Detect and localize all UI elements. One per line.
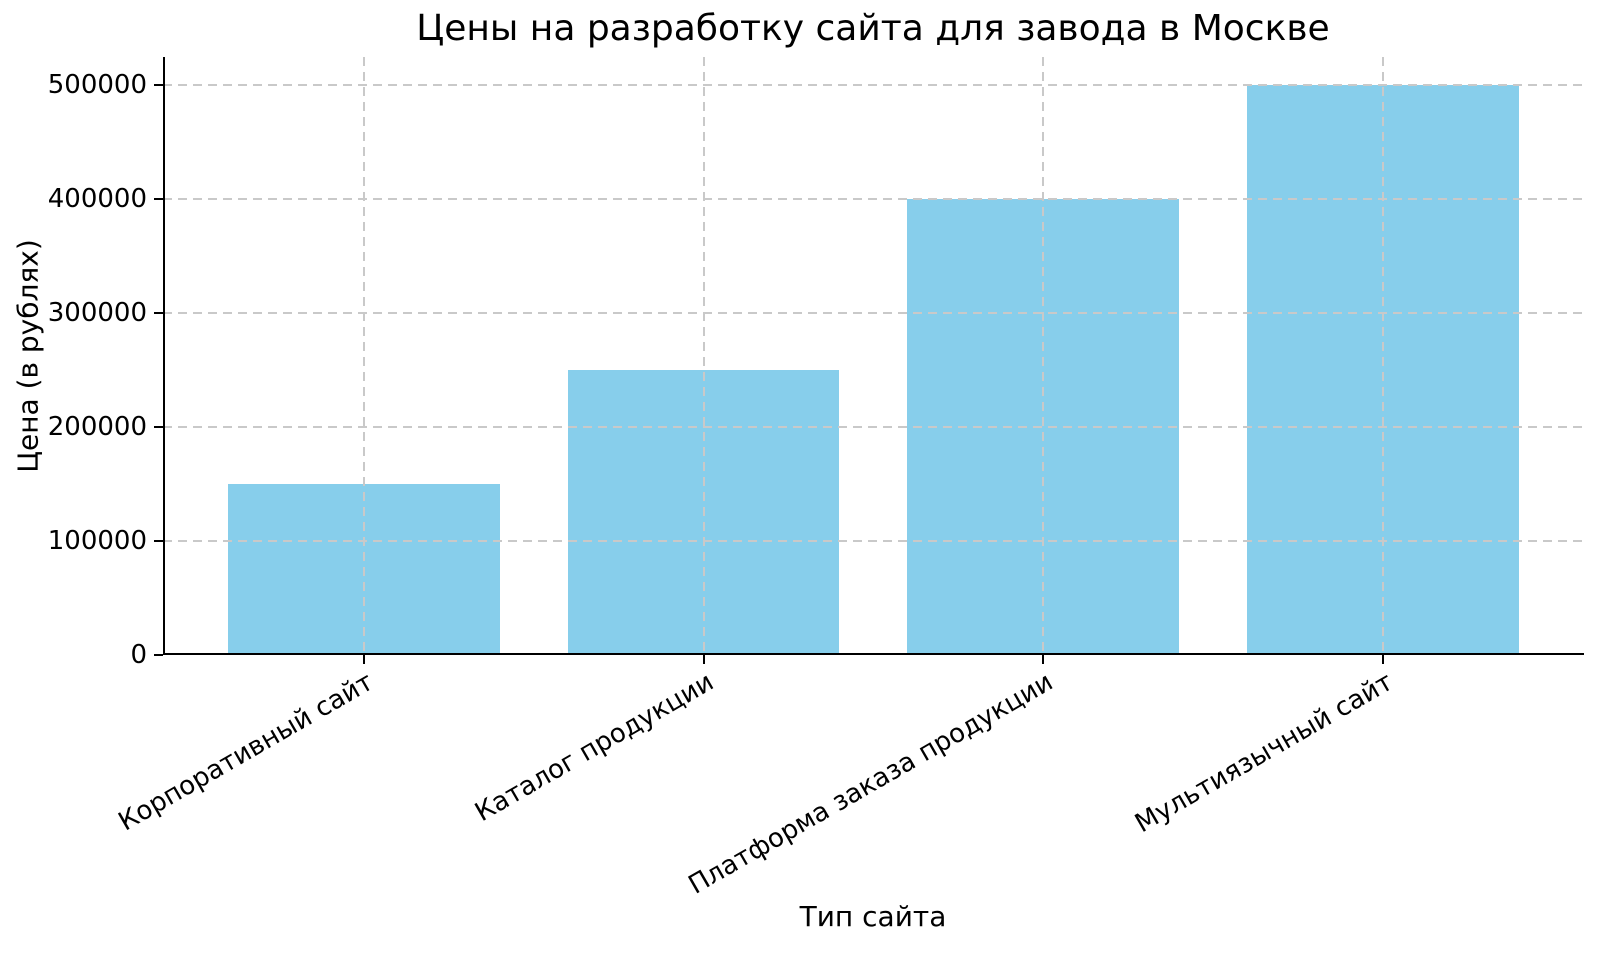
y-tick-mark bbox=[154, 312, 163, 315]
v-gridline bbox=[702, 57, 705, 655]
y-tick-label: 500000 bbox=[47, 70, 147, 101]
x-tick-label: Корпоративный сайт bbox=[113, 667, 379, 838]
x-tick-mark bbox=[362, 655, 365, 664]
y-tick-mark bbox=[154, 198, 163, 201]
x-tick-label: Платформа заказа продукции bbox=[684, 667, 1059, 901]
v-gridline bbox=[1042, 57, 1045, 655]
x-axis-spine bbox=[163, 653, 1584, 655]
y-tick-label: 200000 bbox=[47, 412, 147, 443]
y-tick-label: 0 bbox=[130, 640, 147, 670]
h-gridline bbox=[163, 84, 1584, 87]
x-tick-label: Мультиязычный сайт bbox=[1130, 667, 1399, 840]
y-axis-spine bbox=[163, 57, 165, 655]
plot-area bbox=[163, 57, 1584, 655]
y-tick-mark bbox=[154, 654, 163, 656]
chart-title: Цены на разработку сайта для завода в Мо… bbox=[416, 8, 1330, 49]
h-gridline bbox=[163, 312, 1584, 315]
y-tick-label: 400000 bbox=[47, 184, 147, 215]
h-gridline bbox=[163, 198, 1584, 201]
x-axis-label: Тип сайта bbox=[799, 900, 947, 933]
x-tick-mark bbox=[1042, 655, 1045, 664]
y-tick-mark bbox=[154, 426, 163, 429]
x-tick-mark bbox=[702, 655, 705, 664]
y-tick-mark bbox=[154, 84, 163, 87]
y-tick-mark bbox=[154, 540, 163, 543]
h-gridline bbox=[163, 540, 1584, 543]
y-tick-label: 300000 bbox=[47, 298, 147, 329]
x-tick-label: Каталог продукции bbox=[469, 667, 719, 828]
v-gridline bbox=[1382, 57, 1385, 655]
y-tick-label: 100000 bbox=[47, 526, 147, 557]
v-gridline bbox=[362, 57, 365, 655]
x-tick-mark bbox=[1382, 655, 1385, 664]
h-gridline bbox=[163, 426, 1584, 429]
